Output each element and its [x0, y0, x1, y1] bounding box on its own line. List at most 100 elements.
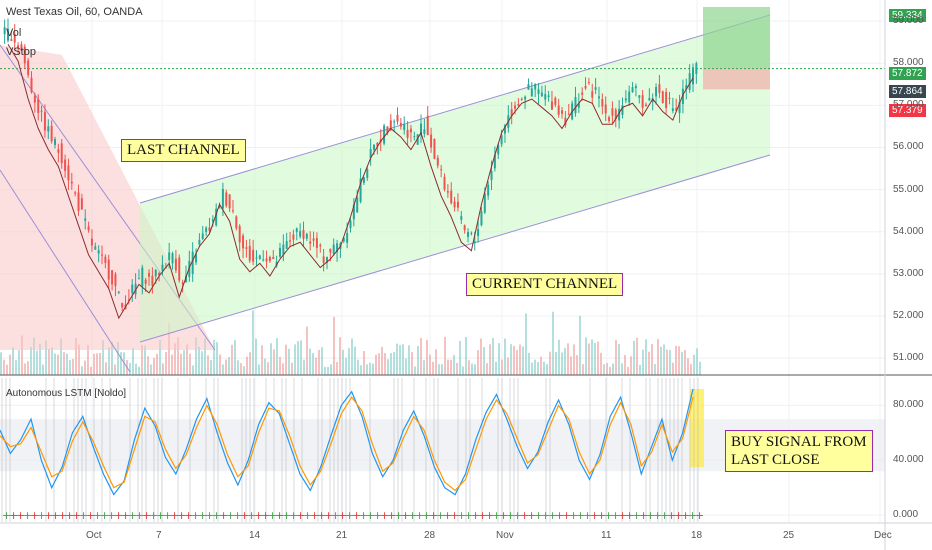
candle-body	[467, 232, 470, 237]
price-tick-label: 53.000	[893, 267, 924, 279]
candle-body	[87, 226, 90, 231]
volume-bar	[171, 354, 173, 375]
volume-bar	[507, 357, 509, 375]
volume-bar	[72, 358, 74, 375]
volume-bar	[357, 359, 359, 375]
volume-bar	[243, 366, 245, 375]
volume-bar	[348, 348, 350, 375]
volume-bar	[483, 347, 485, 375]
price-tick-label: 59.000	[893, 15, 924, 27]
volume-bar	[153, 357, 155, 375]
volume-bar	[75, 337, 77, 375]
candle-body	[692, 67, 694, 85]
candle-body	[362, 177, 365, 183]
volume-bar	[336, 361, 338, 375]
candle-body	[104, 256, 107, 263]
volume-bar	[531, 362, 533, 375]
volume-bar	[501, 359, 503, 375]
volume-bar	[81, 366, 83, 375]
price-plot[interactable]	[3, 18, 698, 320]
candle-body	[208, 227, 211, 231]
candle-body	[312, 238, 315, 241]
signal-marker: +	[478, 509, 487, 522]
volume-bar	[18, 350, 20, 375]
candle-body	[158, 273, 161, 276]
signal-marker: +	[184, 509, 193, 522]
volume-bar	[522, 346, 524, 375]
lstm-series-orange	[0, 396, 694, 492]
signal-marker: +	[142, 509, 151, 522]
volume-bar	[156, 353, 158, 375]
volume-bar	[165, 352, 167, 375]
volume-bar	[42, 364, 44, 375]
volume-bar	[192, 365, 194, 375]
volume-bar	[411, 352, 413, 375]
candle-body	[7, 28, 9, 41]
volume-bar	[639, 364, 641, 375]
volume-bar	[369, 362, 371, 375]
signal-marker: +	[23, 509, 32, 522]
volume-bar	[609, 366, 611, 375]
candle-body	[332, 244, 335, 255]
candle-body	[651, 98, 654, 103]
volume-bar	[27, 361, 29, 375]
signal-marker: +	[114, 509, 123, 522]
volume-bar	[45, 340, 47, 375]
volume-bar	[318, 349, 320, 375]
signal-marker: +	[576, 509, 585, 522]
candle-body	[497, 144, 500, 155]
volume-bar	[66, 353, 68, 375]
candle-body	[668, 97, 671, 99]
volume-bar	[516, 350, 518, 375]
price-tick-label: 58.000	[893, 57, 924, 69]
signal-marker: +	[443, 509, 452, 522]
candle-body	[137, 278, 140, 280]
time-tick-label: Dec	[874, 530, 892, 541]
signal-marker: +	[261, 509, 270, 522]
volume-bar	[441, 364, 443, 375]
volume-bar	[552, 311, 554, 375]
candle-body	[265, 258, 268, 262]
candle-body	[611, 108, 614, 116]
lstm-tick-label: 0.000	[893, 509, 919, 521]
candle-body	[168, 252, 171, 261]
candle-body	[47, 126, 50, 132]
candle-body	[456, 201, 459, 208]
candle-body	[661, 91, 664, 103]
volume-bar	[519, 344, 521, 375]
candle-body	[198, 239, 201, 245]
signal-marker: +	[506, 509, 515, 522]
signal-marker: +	[345, 509, 354, 522]
time-tick-label: 7	[156, 530, 162, 541]
symbol-title: West Texas Oil, 60, OANDA	[6, 6, 143, 18]
candle-body	[60, 143, 63, 164]
volume-bar	[480, 338, 482, 375]
candle-body	[530, 88, 533, 97]
volume-bar	[657, 339, 659, 375]
volume-bar	[213, 339, 215, 375]
volume-bar	[438, 364, 440, 375]
volume-bar	[474, 364, 476, 375]
volume-bar	[606, 362, 608, 375]
signal-marker: +	[121, 509, 130, 522]
volume-bar	[102, 340, 104, 375]
candle-body	[641, 95, 644, 108]
volume-bar	[525, 313, 527, 375]
volume-bar	[180, 353, 182, 375]
signal-marker: +	[44, 509, 53, 522]
candle-body	[544, 94, 547, 100]
signal-marker: +	[450, 509, 459, 522]
signal-marker: +	[527, 509, 536, 522]
signal-marker: +	[695, 509, 704, 522]
candle-body	[386, 126, 389, 133]
time-tick-label: 11	[601, 530, 612, 541]
candle-body	[540, 92, 543, 97]
volume-bar	[579, 315, 581, 375]
candle-body	[685, 84, 688, 90]
volume-bar	[129, 362, 131, 375]
volume-bar	[333, 316, 335, 375]
last-channel-label: LAST CHANNEL	[121, 139, 246, 162]
candle-body	[218, 207, 221, 209]
volume-bar	[135, 363, 137, 375]
volume-bar	[450, 359, 452, 375]
